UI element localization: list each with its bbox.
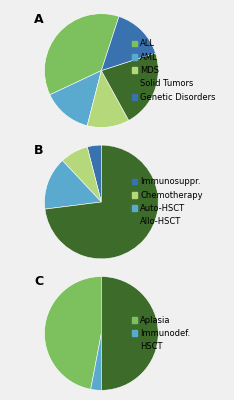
Legend: Aplasia, Immunodef., HSCT: Aplasia, Immunodef., HSCT <box>132 316 190 351</box>
Wedge shape <box>87 145 101 202</box>
Text: B: B <box>34 144 44 157</box>
Wedge shape <box>44 14 119 95</box>
Text: C: C <box>34 275 43 288</box>
Wedge shape <box>44 276 101 389</box>
Wedge shape <box>101 16 155 70</box>
Wedge shape <box>62 147 101 202</box>
Wedge shape <box>44 160 101 209</box>
Wedge shape <box>45 145 158 259</box>
Legend: ALL, AML, MDS, Solid Tumors, Genetic Disorders: ALL, AML, MDS, Solid Tumors, Genetic Dis… <box>132 40 216 102</box>
Wedge shape <box>101 53 158 120</box>
Wedge shape <box>101 276 158 390</box>
Legend: Immunosuppr., Chemotherapy, Auto-HSCT, Allo-HSCT: Immunosuppr., Chemotherapy, Auto-HSCT, A… <box>132 178 203 226</box>
Wedge shape <box>87 70 129 128</box>
Wedge shape <box>50 70 101 126</box>
Text: A: A <box>34 12 44 26</box>
Wedge shape <box>91 334 101 390</box>
